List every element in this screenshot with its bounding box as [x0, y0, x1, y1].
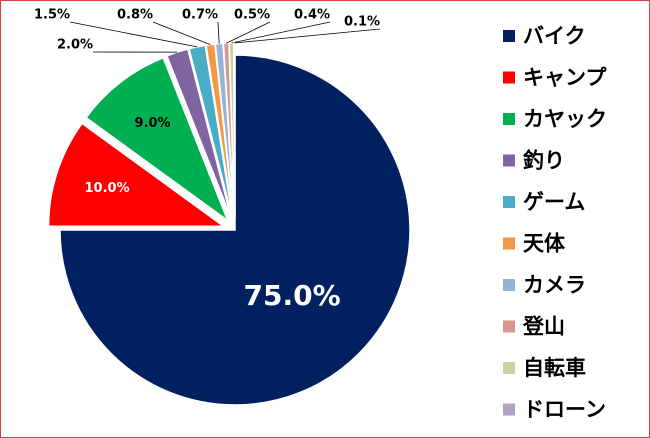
legend-swatch — [503, 30, 515, 42]
data-label: 0.4% — [294, 8, 330, 23]
legend-label: キャンプ — [523, 66, 607, 90]
data-label: 0.7% — [182, 8, 218, 23]
leader-line — [226, 21, 271, 44]
pie-slice — [188, 44, 234, 219]
legend-label: バイク — [523, 24, 586, 48]
pie-slice — [59, 54, 411, 406]
legend-swatch — [503, 279, 515, 291]
legend-swatch — [503, 403, 515, 416]
data-label: 75.0% — [244, 279, 341, 312]
legend-swatch — [503, 71, 515, 84]
legend-label: 登山 — [522, 315, 565, 339]
legend-label: カヤック — [523, 107, 607, 131]
data-label: 0.1% — [344, 15, 380, 30]
leader-line — [69, 21, 198, 48]
legend-swatch — [503, 362, 515, 374]
data-label: 0.8% — [117, 8, 153, 23]
leader-line — [234, 28, 381, 44]
legend-label: カメラ — [523, 273, 586, 297]
data-label: 9.0% — [135, 116, 171, 131]
leader-line — [231, 21, 331, 44]
leader-line — [217, 21, 220, 44]
legend-swatch — [503, 237, 515, 250]
legend-label: 天体 — [523, 232, 566, 256]
legend-swatch — [503, 154, 515, 167]
legend-label: 釣り — [523, 149, 565, 173]
legend-label: ドローン — [523, 398, 606, 422]
data-label: 10.0% — [85, 181, 130, 196]
leader-line — [152, 21, 211, 45]
data-label: 0.5% — [234, 8, 270, 23]
pie-slice — [47, 122, 226, 228]
legend-swatch — [503, 320, 515, 333]
data-label: 1.5% — [34, 8, 70, 23]
data-label: 2.0% — [57, 38, 93, 53]
legend-label: 自転車 — [523, 356, 586, 380]
legend-swatch — [503, 113, 515, 125]
legend-label: ゲーム — [523, 190, 585, 214]
pie-slice — [85, 56, 230, 223]
legend-swatch — [503, 196, 515, 208]
